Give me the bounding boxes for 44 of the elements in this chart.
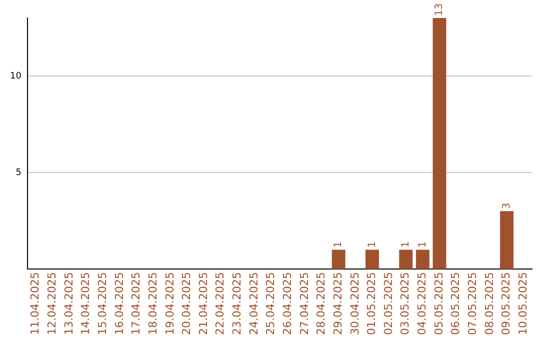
y-tick-label: 5 xyxy=(16,168,22,178)
x-tick-label: 15.04.2025 xyxy=(96,272,109,336)
data-label: 1 xyxy=(333,241,344,248)
x-tick-label: 11.04.2025 xyxy=(28,272,42,336)
x-tick-label: 16.04.2025 xyxy=(112,272,126,336)
x-tick-label: 06.05.2025 xyxy=(449,272,462,336)
x-tick-label: 01.05.2025 xyxy=(365,272,378,336)
x-tick-label: 20.04.2025 xyxy=(180,272,194,336)
x-tick-label: 17.04.2025 xyxy=(130,272,143,336)
data-label: 1 xyxy=(400,241,412,248)
x-tick-label: 13.04.2025 xyxy=(62,272,76,336)
x-tick-label: 14.04.2025 xyxy=(79,272,92,336)
bar xyxy=(399,250,413,270)
data-label: 3 xyxy=(501,202,512,210)
x-tick-label: 09.05.2025 xyxy=(500,272,513,336)
x-tick-label: 21.04.2025 xyxy=(196,272,210,336)
x-tick-label: 28.04.2025 xyxy=(314,272,328,336)
bar xyxy=(416,250,430,270)
x-tick-label: 27.04.2025 xyxy=(298,272,311,336)
x-tick-label: 07.05.2025 xyxy=(466,272,479,336)
x-tick-label: 18.04.2025 xyxy=(146,272,160,336)
data-label: 1 xyxy=(417,241,428,248)
x-tick-label: 25.04.2025 xyxy=(264,272,278,336)
x-tick-label: 24.04.2025 xyxy=(247,272,260,336)
data-label: 13 xyxy=(434,3,446,16)
bar xyxy=(332,250,346,270)
bar xyxy=(432,18,446,270)
x-tick-label: 02.05.2025 xyxy=(382,272,395,336)
x-tick-label: 30.04.2025 xyxy=(348,272,362,336)
x-tick-label: 29.04.2025 xyxy=(331,272,344,336)
x-tick-label: 04.05.2025 xyxy=(416,272,429,336)
x-tick-label: 03.05.2025 xyxy=(398,272,412,336)
y-tick-label: 10 xyxy=(10,71,22,82)
x-tick-label: 12.04.2025 xyxy=(46,272,59,336)
bar xyxy=(500,211,514,270)
x-tick-label: 19.04.2025 xyxy=(163,272,176,336)
x-tick-label: 26.04.2025 xyxy=(280,272,294,336)
x-tick-label: 05.05.2025 xyxy=(432,272,446,336)
data-label: 1 xyxy=(366,241,378,248)
x-tick-label: 08.05.2025 xyxy=(482,272,496,336)
bar xyxy=(366,250,379,270)
x-tick-label: 22.04.2025 xyxy=(214,272,227,336)
x-tick-label: 10.05.2025 xyxy=(516,272,530,336)
x-tick-label: 23.04.2025 xyxy=(230,272,244,336)
